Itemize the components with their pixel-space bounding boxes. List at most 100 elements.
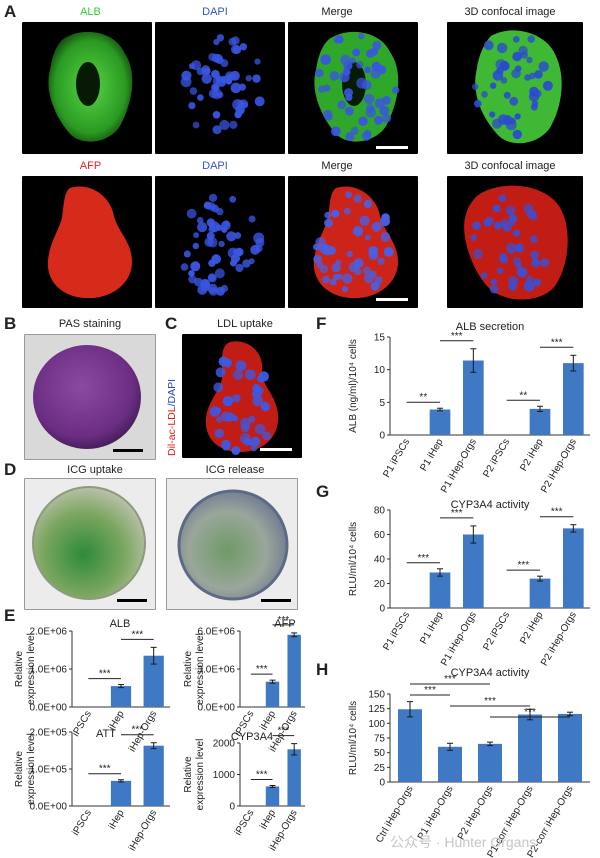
image-alb xyxy=(22,22,152,154)
x-tick-label: iHep xyxy=(107,808,127,832)
y-axis-label: Relative xyxy=(183,756,194,793)
chart-title: ATT xyxy=(96,728,116,740)
significance-label: *** xyxy=(444,674,456,685)
image-pas-staining xyxy=(24,334,156,460)
image-icg-uptake xyxy=(24,478,156,610)
image-3d-confocal-1 xyxy=(447,22,583,154)
y-axis-label: expression level xyxy=(26,733,37,805)
title-ldl-uptake: LDL uptake xyxy=(217,318,273,330)
side-label-ldl: Dil-ac-LDL/DAPI xyxy=(166,379,178,456)
bar xyxy=(558,713,582,782)
panel-label-g: G xyxy=(316,482,330,501)
y-tick-label: 80 xyxy=(374,506,386,517)
y-tick-label: 2000 xyxy=(213,739,236,750)
bar xyxy=(429,572,451,608)
x-tick-label: iHep xyxy=(258,808,278,832)
bar xyxy=(110,780,132,806)
y-tick-label: 0 xyxy=(379,431,385,442)
x-tick-label: P1 iHep xyxy=(418,437,446,474)
title-icg-release: ICG release xyxy=(205,464,265,476)
x-tick-label: P1 iPSCs xyxy=(381,437,412,480)
image-ldl-uptake xyxy=(182,334,302,458)
title-3d-confocal-1: 3D confocal image xyxy=(464,6,556,18)
y-axis-label: ALB (ng/ml)/10⁴ cells xyxy=(348,339,359,433)
x-tick-label: iPSCs xyxy=(71,709,94,739)
y-tick-label: 3.0E+06 xyxy=(197,665,235,676)
bar xyxy=(429,409,451,435)
significance-label: ** xyxy=(419,392,427,403)
y-tick-label: 25 xyxy=(374,763,386,774)
chart-title: CYP3A4 activity xyxy=(451,667,530,679)
image-dapi-1 xyxy=(155,22,285,154)
significance-label: *** xyxy=(131,725,143,736)
image-afp xyxy=(22,176,152,308)
significance-label: *** xyxy=(517,560,529,571)
svg-text:Dil-ac-LDL/DAPI: Dil-ac-LDL/DAPI xyxy=(166,379,178,456)
y-tick-label: 100 xyxy=(368,719,385,730)
chart-f: ALB secretion 0 5 10 15 ALB (ng/ml)/10⁴ cells… xyxy=(348,321,590,495)
significance-label: *** xyxy=(277,726,289,737)
y-axis-label: RLU/ml/10⁴ cells xyxy=(348,701,359,775)
bar xyxy=(438,746,462,782)
image-dapi-2 xyxy=(155,176,285,308)
x-tick-label: iHep-Orgs xyxy=(127,808,159,853)
title-merge-1: Merge xyxy=(321,6,353,18)
x-tick-label: P2 iPSCs xyxy=(481,610,512,653)
y-axis-label: Relative xyxy=(14,651,25,688)
significance-label: *** xyxy=(256,770,268,781)
significance-label: *** xyxy=(524,707,536,718)
title-afp: AFP xyxy=(79,160,102,172)
y-tick-label: 50 xyxy=(374,748,386,759)
y-tick-label: 150 xyxy=(368,690,385,701)
bar xyxy=(398,709,422,782)
y-tick-label: 40 xyxy=(374,555,386,566)
bar xyxy=(265,681,280,707)
y-axis-label: Relative xyxy=(183,651,194,688)
y-tick-label: 6.0E+06 xyxy=(197,627,235,638)
bar xyxy=(143,745,164,806)
panel-label-d: D xyxy=(4,460,17,479)
significance-label: *** xyxy=(424,685,436,696)
x-tick-label: P1 iPSCs xyxy=(381,610,412,653)
chart-e-att: ATT 0.0E+00 1.0E+05 2.0E+05 Relative expressi… xyxy=(14,725,170,853)
bar xyxy=(143,655,164,707)
bar xyxy=(529,408,551,435)
y-axis-label: expression level xyxy=(26,633,37,705)
y-tick-label: 2.0E+06 xyxy=(29,627,67,638)
panel-label-a: A xyxy=(4,2,17,21)
x-tick-label: P1 iHep xyxy=(418,610,446,647)
panel-label-h: H xyxy=(316,660,329,679)
y-axis-label: RLU/ml/10⁴ cells xyxy=(348,522,359,596)
significance-label: *** xyxy=(551,507,563,518)
x-tick-label: P2 iHep xyxy=(518,610,546,647)
title-merge-2: Merge xyxy=(321,160,353,172)
y-tick-label: 1.0E+06 xyxy=(29,665,67,676)
x-tick-label: iPSCs xyxy=(233,808,256,838)
significance-label: *** xyxy=(451,508,463,519)
significance-label: *** xyxy=(277,615,289,626)
bar xyxy=(265,786,280,806)
significance-label: *** xyxy=(99,764,111,775)
significance-label: *** xyxy=(451,331,463,342)
significance-label: *** xyxy=(417,553,429,564)
image-merge-2 xyxy=(288,176,418,308)
y-tick-label: 2.0E+05 xyxy=(29,728,67,739)
watermark: 公众号 · Hunter Organs xyxy=(390,834,537,850)
y-axis-label: expression level xyxy=(195,739,206,811)
x-tick-label: P1 iHep-Orgs xyxy=(439,610,479,668)
bar xyxy=(463,534,484,608)
significance-label: *** xyxy=(551,337,563,348)
y-tick-label: 75 xyxy=(374,734,386,745)
y-tick-label: 0 xyxy=(229,802,235,813)
title-icg-uptake: ICG uptake xyxy=(67,464,123,476)
significance-label: ** xyxy=(519,390,527,401)
bar xyxy=(110,686,132,707)
bar xyxy=(287,634,301,707)
bar xyxy=(287,749,301,806)
significance-label: *** xyxy=(99,669,111,680)
y-tick-label: 0.0E+00 xyxy=(29,703,67,714)
title-dapi-1: DAPI xyxy=(202,6,228,18)
chart-title: CYP3A4 activity xyxy=(451,499,530,511)
y-axis-label: expression level xyxy=(195,633,206,705)
